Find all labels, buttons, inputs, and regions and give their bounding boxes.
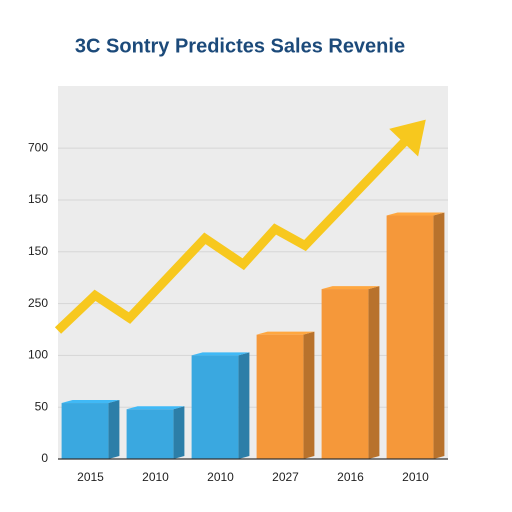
x-tick-label: 2027: [272, 470, 299, 484]
y-tick-label: 100: [28, 348, 48, 362]
bar-side: [433, 212, 445, 459]
bar-top: [191, 352, 250, 356]
trend-line: [54, 132, 414, 334]
bar-front: [256, 334, 304, 459]
x-tick-label: 2010: [142, 470, 169, 484]
x-tick-label: 2010: [207, 470, 234, 484]
bar-top: [256, 331, 315, 335]
chart-title: 3C Sontry Predictes Sales Revenie: [75, 35, 405, 57]
bar: [386, 212, 445, 459]
bar-front: [191, 355, 239, 459]
bar-side: [173, 406, 185, 459]
bar-front: [61, 403, 109, 459]
bar-front: [386, 215, 434, 459]
bar-side: [368, 286, 380, 459]
bar-side: [303, 331, 315, 459]
bar-side: [108, 400, 120, 459]
y-tick-label: 0: [41, 451, 48, 465]
x-tick-label: 2015: [77, 470, 104, 484]
y-tick-label: 250: [28, 296, 48, 310]
bar-top: [321, 286, 380, 290]
bar: [61, 400, 120, 459]
bar: [191, 352, 250, 459]
bar: [126, 406, 185, 459]
y-tick-label: 700: [28, 140, 48, 154]
bar-top: [61, 400, 120, 404]
x-tick-label: 2016: [337, 470, 364, 484]
x-tick-label: 2010: [402, 470, 429, 484]
y-tick-label: 150: [28, 192, 48, 206]
trend-arrowhead: [389, 119, 426, 157]
bar-top: [386, 212, 445, 216]
y-tick-label: 150: [28, 244, 48, 258]
y-tick-label: 50: [35, 399, 49, 413]
bar-front: [321, 289, 369, 459]
bar: [321, 286, 380, 459]
bar-top: [126, 406, 185, 410]
bar-side: [238, 352, 250, 459]
bar: [256, 331, 315, 459]
bar-front: [126, 409, 174, 459]
